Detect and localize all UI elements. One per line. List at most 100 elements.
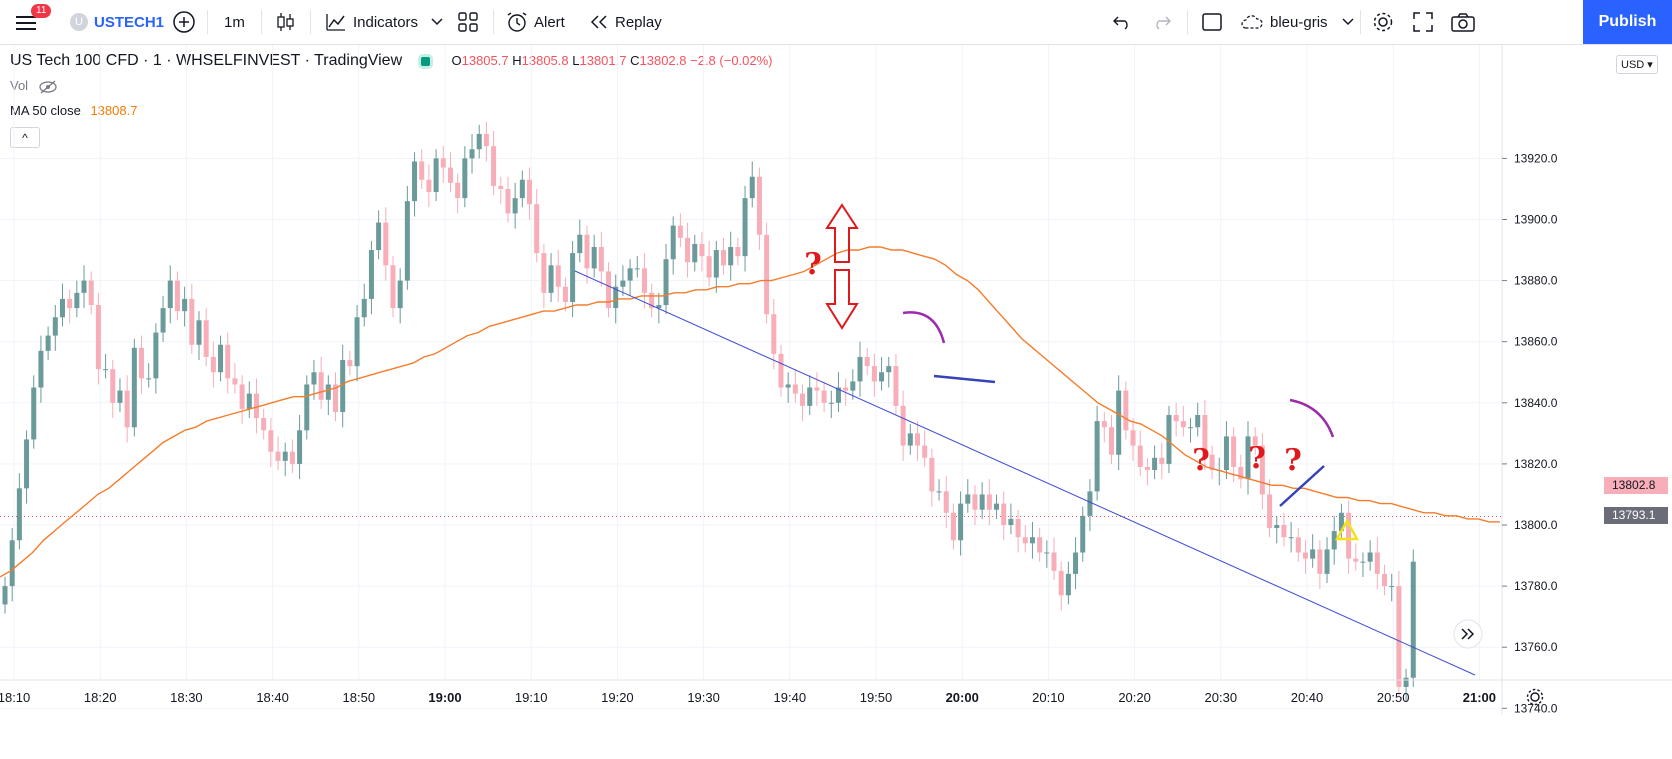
candle-body bbox=[1231, 436, 1237, 467]
candle-body bbox=[318, 372, 324, 400]
candle-body bbox=[304, 384, 310, 431]
replay-button[interactable]: Replay bbox=[589, 0, 662, 44]
candle-body bbox=[483, 133, 489, 147]
indicators-dropdown[interactable] bbox=[431, 0, 443, 44]
price-axis-label: 13900.0 bbox=[1514, 213, 1558, 227]
grid-icon bbox=[458, 12, 478, 32]
candle-body bbox=[1374, 552, 1380, 574]
indicators-label: Indicators bbox=[353, 13, 419, 31]
candles-icon bbox=[277, 13, 294, 31]
redo-button[interactable] bbox=[1152, 0, 1172, 44]
last-price-tag: 13802.8 bbox=[1604, 477, 1668, 494]
chart-canvas[interactable]: ??? ? 13920.0 13900.0 13880.0 13860.0 13840.0 1… bbox=[0, 45, 1672, 759]
candle-body bbox=[246, 393, 252, 409]
candle-body bbox=[325, 384, 331, 400]
candle-body bbox=[735, 246, 741, 257]
snapshot-button[interactable] bbox=[1451, 0, 1475, 44]
hamburger-icon bbox=[16, 16, 36, 30]
save-layout-button[interactable]: bleu-gris bbox=[1240, 0, 1354, 44]
candle-body bbox=[843, 387, 849, 391]
candle-body bbox=[950, 512, 956, 541]
question-mark-annotation: ? bbox=[1248, 441, 1266, 476]
chart-type-button[interactable] bbox=[275, 0, 295, 44]
candle-body bbox=[146, 378, 152, 380]
candle-body bbox=[1331, 531, 1337, 550]
candle-body bbox=[404, 201, 410, 281]
candle-body bbox=[835, 387, 841, 403]
menu-button[interactable] bbox=[16, 0, 38, 44]
candle-body bbox=[167, 280, 173, 309]
currency-button[interactable]: USD ▾ bbox=[1616, 55, 1658, 74]
candle-body bbox=[1302, 552, 1308, 559]
scroll-to-realtime-button[interactable] bbox=[1453, 619, 1483, 649]
candle-body bbox=[527, 179, 533, 205]
eye-hidden-icon[interactable] bbox=[38, 80, 58, 94]
candle-body bbox=[24, 439, 30, 489]
candle-body bbox=[800, 393, 806, 406]
price-axis-label: 13760.0 bbox=[1514, 640, 1558, 654]
candle-body bbox=[584, 234, 590, 269]
candle-body bbox=[1338, 512, 1344, 532]
candle-body bbox=[764, 234, 770, 315]
indicators-button[interactable]: Indicators bbox=[325, 0, 418, 44]
candle-body bbox=[1238, 466, 1244, 480]
candle-body bbox=[110, 369, 116, 403]
purple-arc-annotation bbox=[1289, 398, 1335, 438]
undo-icon bbox=[1113, 16, 1128, 30]
symbol-avatar: U bbox=[70, 13, 88, 31]
alert-button[interactable]: Alert bbox=[506, 0, 565, 44]
compare-button[interactable] bbox=[172, 0, 196, 44]
layout-select-button[interactable] bbox=[1201, 0, 1223, 44]
candle-body bbox=[814, 387, 820, 391]
collapse-legend-button[interactable]: ^ bbox=[10, 127, 40, 148]
series-title[interactable]: US Tech 100 CFD · 1 · WHSELFINVEST · Tra… bbox=[10, 52, 403, 69]
candle-body bbox=[1360, 561, 1366, 563]
candle-body bbox=[52, 317, 58, 336]
chart-settings-button[interactable] bbox=[1526, 688, 1544, 706]
price-axis-label: 13840.0 bbox=[1514, 396, 1558, 410]
candle-body bbox=[383, 222, 389, 266]
symbol-search-button[interactable]: U USTECH1 bbox=[70, 0, 164, 44]
redo-icon bbox=[1156, 16, 1171, 30]
candle-body bbox=[555, 265, 561, 287]
arrow-up-shape bbox=[825, 203, 859, 263]
candle-body bbox=[634, 268, 640, 270]
divider bbox=[207, 10, 208, 34]
candle-body bbox=[1116, 390, 1122, 455]
time-axis-label: 20:20 bbox=[1118, 690, 1151, 705]
candle-body bbox=[756, 176, 762, 235]
price-axis-label: 13800.0 bbox=[1514, 518, 1558, 532]
market-status-dot[interactable] bbox=[418, 53, 434, 69]
candle-body bbox=[721, 250, 726, 266]
fullscreen-button[interactable] bbox=[1413, 0, 1433, 44]
candle-body bbox=[117, 390, 123, 403]
publish-button[interactable]: Publish bbox=[1583, 0, 1672, 44]
candle-body bbox=[419, 161, 425, 180]
candle-body bbox=[1058, 570, 1064, 596]
time-axis-label: 20:40 bbox=[1291, 690, 1324, 705]
candle-body bbox=[1037, 537, 1043, 553]
layout-name: bleu-gris bbox=[1270, 13, 1328, 31]
candle-body bbox=[397, 280, 403, 309]
candle-body bbox=[871, 366, 877, 382]
time-axis-label: 19:50 bbox=[860, 690, 893, 705]
series-legend: US Tech 100 CFD · 1 · WHSELFINVEST · Tra… bbox=[10, 52, 773, 70]
candle-body bbox=[598, 246, 604, 272]
candle-body bbox=[749, 176, 755, 199]
candle-body bbox=[160, 308, 166, 333]
undo-button[interactable] bbox=[1112, 0, 1132, 44]
candle-body bbox=[1144, 466, 1150, 471]
ma-legend[interactable]: MA 50 close 13808.7 bbox=[10, 103, 137, 118]
settings-button[interactable] bbox=[1372, 0, 1394, 44]
high-value: 13805.8 bbox=[521, 53, 569, 68]
candle-body bbox=[31, 387, 37, 440]
candle-body bbox=[1295, 537, 1301, 553]
candle-body bbox=[59, 298, 65, 318]
candle-body bbox=[943, 491, 949, 513]
divider bbox=[493, 10, 494, 34]
candle-body bbox=[376, 222, 382, 251]
templates-button[interactable] bbox=[458, 0, 478, 44]
interval-button[interactable]: 1m bbox=[224, 13, 245, 31]
volume-legend[interactable]: Vol bbox=[10, 78, 58, 94]
price-axis-label: 13820.0 bbox=[1514, 457, 1558, 471]
